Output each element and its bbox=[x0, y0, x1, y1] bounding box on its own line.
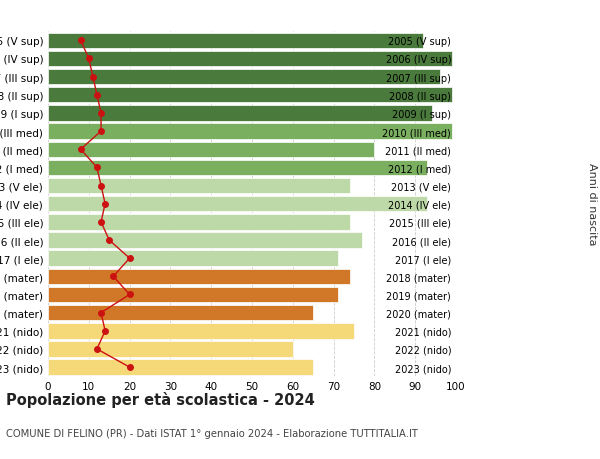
Bar bbox=[48, 251, 338, 266]
Bar bbox=[48, 70, 440, 85]
Bar bbox=[48, 215, 350, 230]
Bar bbox=[48, 287, 338, 302]
Bar bbox=[48, 305, 313, 321]
Bar bbox=[48, 324, 354, 339]
Bar bbox=[48, 142, 374, 157]
Text: COMUNE DI FELINO (PR) - Dati ISTAT 1° gennaio 2024 - Elaborazione TUTTITALIA.IT: COMUNE DI FELINO (PR) - Dati ISTAT 1° ge… bbox=[6, 428, 418, 438]
Text: Popolazione per età scolastica - 2024: Popolazione per età scolastica - 2024 bbox=[6, 391, 315, 407]
Bar bbox=[48, 51, 452, 67]
Bar bbox=[48, 341, 293, 357]
Bar bbox=[48, 106, 431, 121]
Bar bbox=[48, 233, 362, 248]
Bar bbox=[48, 34, 424, 49]
Bar bbox=[48, 179, 350, 194]
Bar bbox=[48, 196, 427, 212]
Bar bbox=[48, 269, 350, 285]
Bar bbox=[48, 88, 452, 103]
Bar bbox=[48, 359, 313, 375]
Text: Anni di nascita: Anni di nascita bbox=[587, 163, 597, 246]
Bar bbox=[48, 160, 427, 176]
Bar bbox=[48, 124, 452, 140]
